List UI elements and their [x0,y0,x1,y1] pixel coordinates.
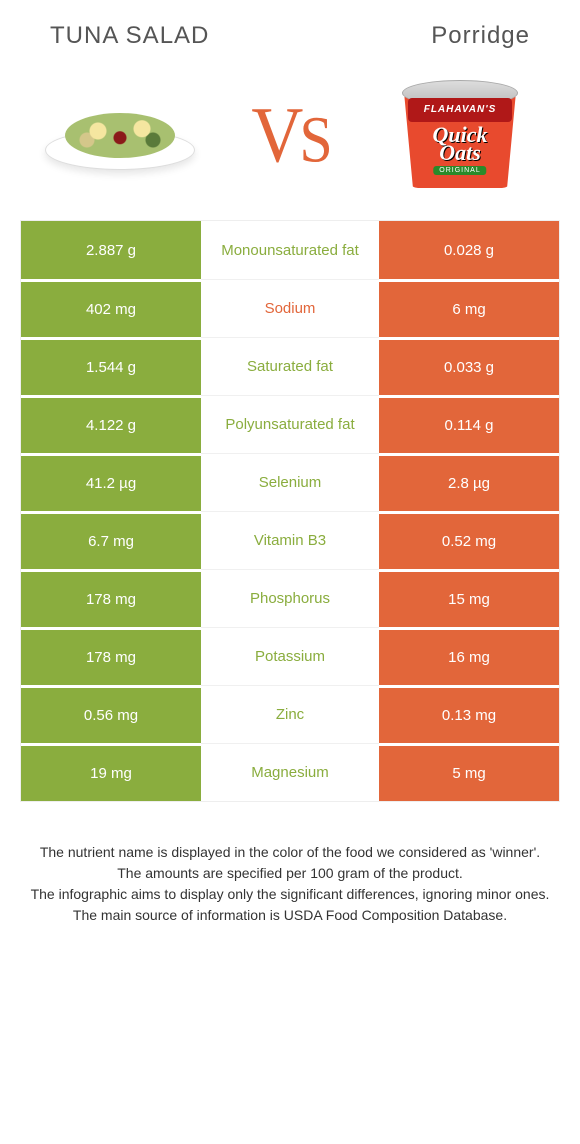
nutrient-value-right: 2.8 µg [379,453,559,511]
oats-label: Quick Oats [420,126,500,162]
oats-tag: ORIGINAL [433,166,486,175]
nutrient-value-right: 16 mg [379,627,559,685]
footer-line: The amounts are specified per 100 gram o… [30,863,550,884]
nutrient-value-right: 6 mg [379,279,559,337]
table-row: 4.122 gPolyunsaturated fat0.114 g [21,395,559,453]
nutrient-name: Sodium [201,279,379,337]
food-title-left: TUNA SALAD [50,22,209,50]
table-row: 0.56 mgZinc0.13 mg [21,685,559,743]
nutrient-value-right: 0.033 g [379,337,559,395]
oats-brand: FLAHAVAN'S [408,98,512,122]
nutrient-name: Magnesium [201,743,379,801]
nutrient-value-left: 178 mg [21,627,201,685]
table-row: 6.7 mgVitamin B30.52 mg [21,511,559,569]
nutrient-value-left: 41.2 µg [21,453,201,511]
nutrient-name: Polyunsaturated fat [201,395,379,453]
nutrient-value-left: 6.7 mg [21,511,201,569]
nutrient-value-left: 402 mg [21,279,201,337]
table-row: 41.2 µgSelenium2.8 µg [21,453,559,511]
nutrient-value-right: 5 mg [379,743,559,801]
salad-icon [45,100,195,170]
nutrient-value-left: 0.56 mg [21,685,201,743]
nutrient-value-left: 1.544 g [21,337,201,395]
footer-line: The nutrient name is displayed in the co… [30,842,550,863]
header: TUNA SALAD Porridge [0,0,580,60]
footer-line: The main source of information is USDA F… [30,905,550,926]
nutrient-name: Saturated fat [201,337,379,395]
footer-notes: The nutrient name is displayed in the co… [0,802,580,926]
nutrient-value-left: 2.887 g [21,221,201,279]
nutrient-name: Potassium [201,627,379,685]
food-image-right: FLAHAVAN'S Quick Oats ORIGINAL [380,80,540,190]
table-row: 178 mgPotassium16 mg [21,627,559,685]
nutrient-name: Selenium [201,453,379,511]
vs-row: VS FLAHAVAN'S Quick Oats ORIGINAL [0,60,580,220]
nutrient-name: Phosphorus [201,569,379,627]
nutrient-value-right: 0.114 g [379,395,559,453]
vs-letter-s: S [299,103,328,176]
food-title-right: Porridge [431,22,530,50]
table-row: 19 mgMagnesium5 mg [21,743,559,801]
oats-icon: FLAHAVAN'S Quick Oats ORIGINAL [400,80,520,190]
table-row: 2.887 gMonounsaturated fat0.028 g [21,221,559,279]
nutrient-table: 2.887 gMonounsaturated fat0.028 g402 mgS… [20,220,560,802]
nutrient-value-right: 15 mg [379,569,559,627]
vs-letter-v: V [251,90,299,178]
nutrient-value-left: 4.122 g [21,395,201,453]
nutrient-value-right: 0.52 mg [379,511,559,569]
food-image-left [40,80,200,190]
nutrient-name: Monounsaturated fat [201,221,379,279]
nutrient-value-right: 0.13 mg [379,685,559,743]
table-row: 402 mgSodium6 mg [21,279,559,337]
table-row: 178 mgPhosphorus15 mg [21,569,559,627]
nutrient-value-right: 0.028 g [379,221,559,279]
nutrient-name: Vitamin B3 [201,511,379,569]
nutrient-value-left: 19 mg [21,743,201,801]
table-row: 1.544 gSaturated fat0.033 g [21,337,559,395]
nutrient-value-left: 178 mg [21,569,201,627]
footer-line: The infographic aims to display only the… [30,884,550,905]
nutrient-name: Zinc [201,685,379,743]
vs-label: VS [251,89,328,180]
